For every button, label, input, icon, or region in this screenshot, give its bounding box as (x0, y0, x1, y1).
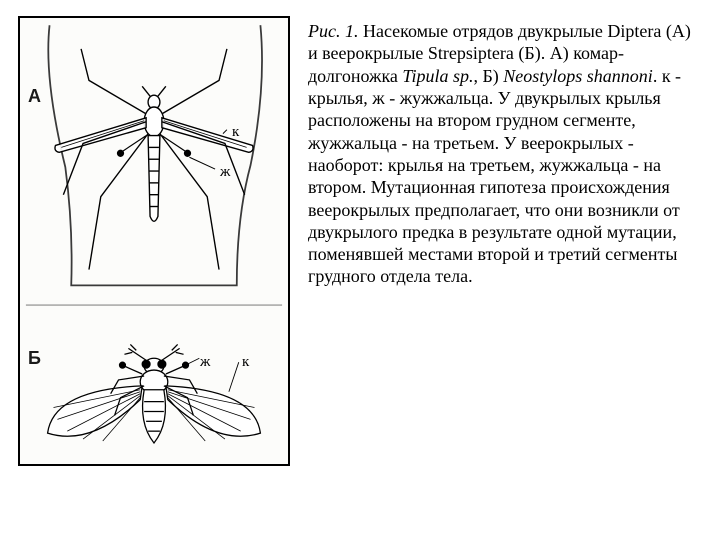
figure-caption: Рис. 1. Насекомые отрядов двукрылые Dipt… (308, 16, 694, 524)
caption-species-b: Neostylops shannoni (503, 66, 653, 86)
marker-zh-top: ж (220, 164, 230, 181)
marker-zh-bottom: ж (200, 354, 210, 371)
caption-body2: , Б) (473, 66, 503, 86)
marker-k-bottom: к (242, 354, 249, 371)
panel-label-a: А (28, 86, 41, 107)
caption-prefix: Рис. 1. (308, 21, 363, 41)
panel-label-b: Б (28, 348, 41, 369)
caption-species-a: Tipula sp. (402, 66, 473, 86)
marker-k-top: к (232, 124, 239, 141)
caption-body3: . к - крылья, ж - жужжальца. У двукрылых… (308, 66, 681, 287)
figure-frame: А Б к ж к ж (18, 16, 290, 466)
insect-diagram (20, 18, 288, 464)
